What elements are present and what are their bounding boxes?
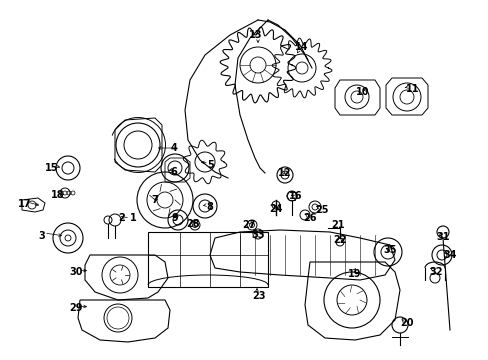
Text: 29: 29 [69,303,82,313]
Text: 25: 25 [315,205,328,215]
Text: 24: 24 [269,204,282,214]
Text: 26: 26 [303,213,316,223]
Bar [148,232,267,287]
Text: 2: 2 [119,213,125,223]
Text: 31: 31 [435,232,449,242]
Text: 10: 10 [356,87,369,97]
Text: 11: 11 [406,84,419,94]
Text: 15: 15 [45,163,59,173]
Text: 23: 23 [252,291,265,301]
Text: 34: 34 [442,250,456,260]
Text: 8: 8 [206,202,213,212]
Text: 20: 20 [400,318,413,328]
Text: 33: 33 [251,230,264,240]
Text: 5: 5 [207,160,214,170]
Text: 6: 6 [170,167,177,177]
Text: 19: 19 [347,269,361,279]
Text: 3: 3 [39,231,45,241]
Text: 4: 4 [170,143,177,153]
Text: 9: 9 [171,213,178,223]
Text: 35: 35 [383,245,396,255]
Text: 30: 30 [69,267,82,277]
Text: 28: 28 [186,219,200,229]
Text: 17: 17 [18,199,32,209]
Text: 1: 1 [129,213,136,223]
Text: 18: 18 [51,190,65,200]
Text: 22: 22 [332,235,346,245]
Text: 16: 16 [289,191,302,201]
Text: 21: 21 [330,220,344,230]
Text: 13: 13 [249,30,262,40]
Text: 27: 27 [242,220,255,230]
Text: 14: 14 [295,42,308,52]
Text: 32: 32 [428,267,442,277]
Text: 12: 12 [278,168,291,178]
Text: 7: 7 [151,195,158,205]
